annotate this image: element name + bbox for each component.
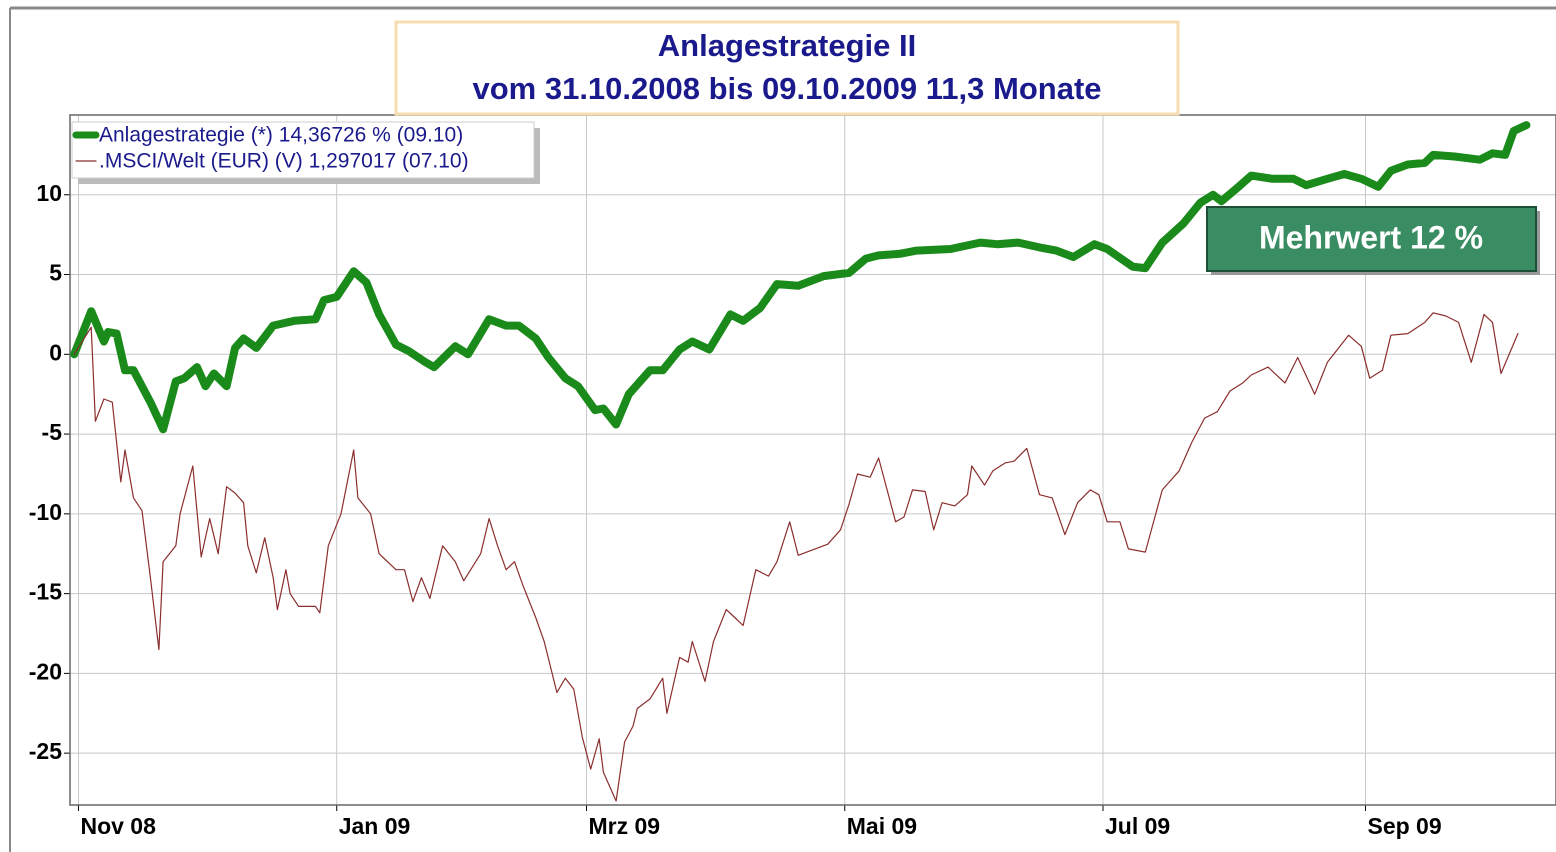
series-line [73, 312, 1519, 802]
x-tick-label: Jul 09 [1105, 813, 1170, 839]
x-tick-label: Mai 09 [847, 813, 917, 839]
legend-box [71, 121, 535, 179]
legend-label: .MSCI/Welt (EUR) (V) 1,297017 (07.10) [99, 150, 469, 173]
y-tick-label: -20 [29, 658, 62, 684]
x-tick-label: Jan 09 [339, 813, 411, 839]
x-tick-label: Nov 08 [80, 813, 156, 839]
y-tick-label: -25 [29, 738, 62, 764]
title-box [394, 20, 1180, 116]
x-tick-label: Mrz 09 [589, 813, 661, 839]
y-tick-label: 0 [49, 339, 62, 365]
series-line [70, 121, 1531, 434]
annotation-box [1206, 206, 1537, 272]
y-tick-label: -15 [29, 579, 62, 605]
x-tick-label: Sep 09 [1367, 813, 1441, 839]
y-tick-label: 5 [49, 260, 62, 286]
y-tick-label: 10 [36, 180, 62, 206]
y-tick-label: -10 [29, 499, 62, 525]
chart-subtitle: vom 31.10.2008 bis 09.10.2009 11,3 Monat… [472, 71, 1101, 106]
y-tick-label: -5 [42, 419, 63, 445]
chart-title: Anlagestrategie II [658, 28, 916, 63]
annotation: Mehrwert 12 % [1259, 219, 1483, 255]
legend-label: Anlagestrategie (*) 14,36726 % (09.10) [99, 124, 463, 147]
